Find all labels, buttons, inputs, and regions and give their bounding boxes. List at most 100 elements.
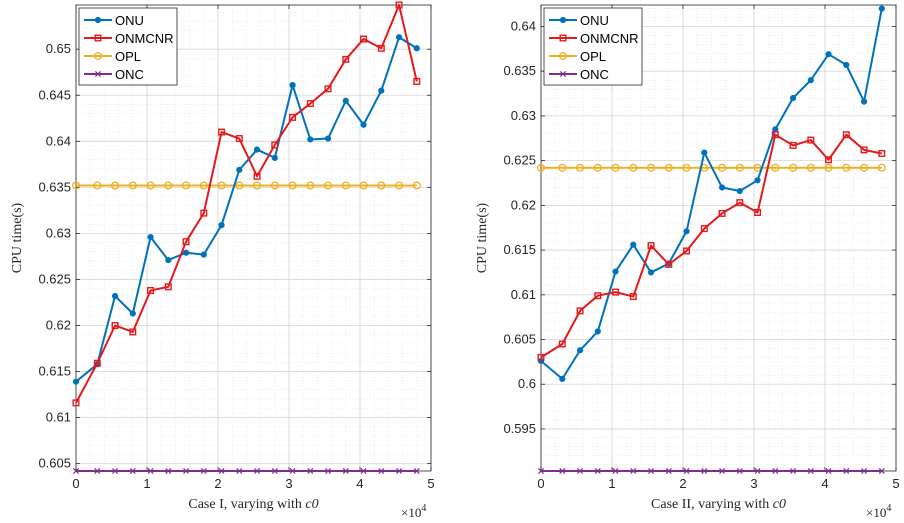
- data-point: [325, 467, 332, 475]
- data-point: [341, 181, 350, 190]
- legend-marker: [558, 51, 568, 61]
- data-point: [377, 44, 385, 52]
- y-tick-label: 0.635: [38, 179, 71, 194]
- data-point: [788, 163, 798, 172]
- data-point: [183, 467, 190, 475]
- y-tick-label: 0.635: [503, 63, 536, 78]
- x-tick-label: 1: [608, 476, 615, 491]
- data-point: [360, 467, 367, 475]
- data-point: [807, 136, 815, 144]
- x-tick-label: 3: [750, 476, 757, 491]
- data-point: [72, 378, 80, 385]
- x-tick-label: 5: [892, 476, 899, 491]
- data-point: [413, 467, 420, 475]
- legend-label: ONMCNR: [115, 31, 174, 46]
- data-point: [861, 467, 868, 475]
- data-point: [306, 100, 314, 108]
- legend-marker: [559, 70, 567, 78]
- data-point: [789, 94, 797, 102]
- data-point: [306, 181, 315, 190]
- y-tick-label: 0.61: [46, 410, 71, 425]
- x-tick-label: 0: [537, 476, 544, 491]
- data-point: [860, 146, 868, 154]
- data-point: [218, 128, 226, 136]
- y-tick-label: 0.63: [46, 225, 71, 240]
- x-axis-multiplier-exponent: 4: [421, 503, 426, 514]
- data-point: [860, 98, 868, 105]
- data-point: [342, 97, 349, 104]
- data-point: [877, 163, 886, 172]
- data-point: [536, 163, 546, 172]
- x-axis-label: Case II, varying with c0: [651, 497, 786, 512]
- data-point: [807, 467, 814, 475]
- data-point: [71, 181, 81, 190]
- data-point: [664, 163, 673, 172]
- data-point: [701, 149, 708, 156]
- data-point: [394, 181, 404, 190]
- legend-label: OPL: [580, 49, 606, 64]
- data-point: [182, 249, 190, 256]
- data-point: [537, 357, 545, 365]
- data-point: [701, 467, 708, 475]
- data-point: [859, 163, 869, 172]
- data-point: [147, 467, 154, 475]
- data-point: [537, 353, 545, 361]
- data-point: [630, 467, 637, 475]
- data-point: [94, 467, 101, 475]
- data-point: [558, 163, 567, 172]
- data-point: [754, 177, 761, 184]
- x-axis-label-variable: c0: [773, 497, 786, 512]
- y-tick-label: 0.605: [503, 332, 536, 347]
- data-point: [825, 51, 832, 58]
- data-point: [307, 136, 314, 143]
- data-point: [93, 181, 102, 190]
- data-point: [576, 307, 584, 315]
- y-tick-label: 0.65: [46, 41, 71, 56]
- legend-marker: [94, 16, 102, 24]
- y-tick-label: 0.62: [511, 197, 536, 212]
- data-point: [147, 233, 154, 241]
- y-tick-label: 0.625: [38, 271, 71, 286]
- data-point: [218, 467, 225, 475]
- x-axis-label-variable: c0: [305, 497, 318, 512]
- chart-panel-1: 0.605 0.61 0.615 0.62 0.625 0.63 0.635 0.64 0.64…: [10, 1, 435, 520]
- data-point: [594, 467, 601, 475]
- series-onc: [72, 467, 420, 475]
- data-point: [342, 55, 350, 63]
- data-point: [165, 467, 172, 475]
- data-point: [395, 34, 403, 41]
- data-point: [72, 399, 80, 407]
- chart-panel-2: 0.595 0.6 0.605 0.61 0.615 0.62 0.625 0.63 0.635…: [475, 4, 900, 520]
- data-point: [559, 467, 566, 475]
- data-point: [129, 328, 137, 336]
- data-point: [378, 467, 385, 475]
- data-point: [878, 5, 885, 12]
- y-tick-label: 0.64: [511, 18, 536, 33]
- data-point: [612, 268, 619, 275]
- data-point: [612, 288, 620, 296]
- legend: ONU ONMCNR OPL ONC: [78, 7, 178, 86]
- series-onc: [537, 467, 885, 475]
- data-point: [790, 467, 797, 475]
- data-point: [736, 187, 743, 195]
- data-point: [558, 340, 566, 348]
- data-point: [807, 77, 814, 84]
- x-tick-label: 4: [821, 476, 828, 491]
- x-tick-label: 2: [679, 476, 686, 491]
- y-tick-label: 0.605: [38, 456, 71, 471]
- data-point: [129, 310, 136, 317]
- x-axis-multiplier-base: ×10: [866, 505, 886, 520]
- y-tick-label: 0.6: [518, 376, 536, 391]
- data-point: [665, 467, 672, 475]
- data-point: [270, 181, 279, 190]
- minor-grid: [76, 5, 431, 471]
- data-point: [111, 321, 119, 329]
- x-tick-label: 4: [356, 476, 363, 491]
- data-point: [182, 181, 191, 190]
- data-point: [789, 141, 797, 149]
- y-tick-label: 0.625: [503, 153, 536, 168]
- data-point: [182, 238, 190, 246]
- data-point: [612, 467, 619, 475]
- data-point: [324, 135, 332, 142]
